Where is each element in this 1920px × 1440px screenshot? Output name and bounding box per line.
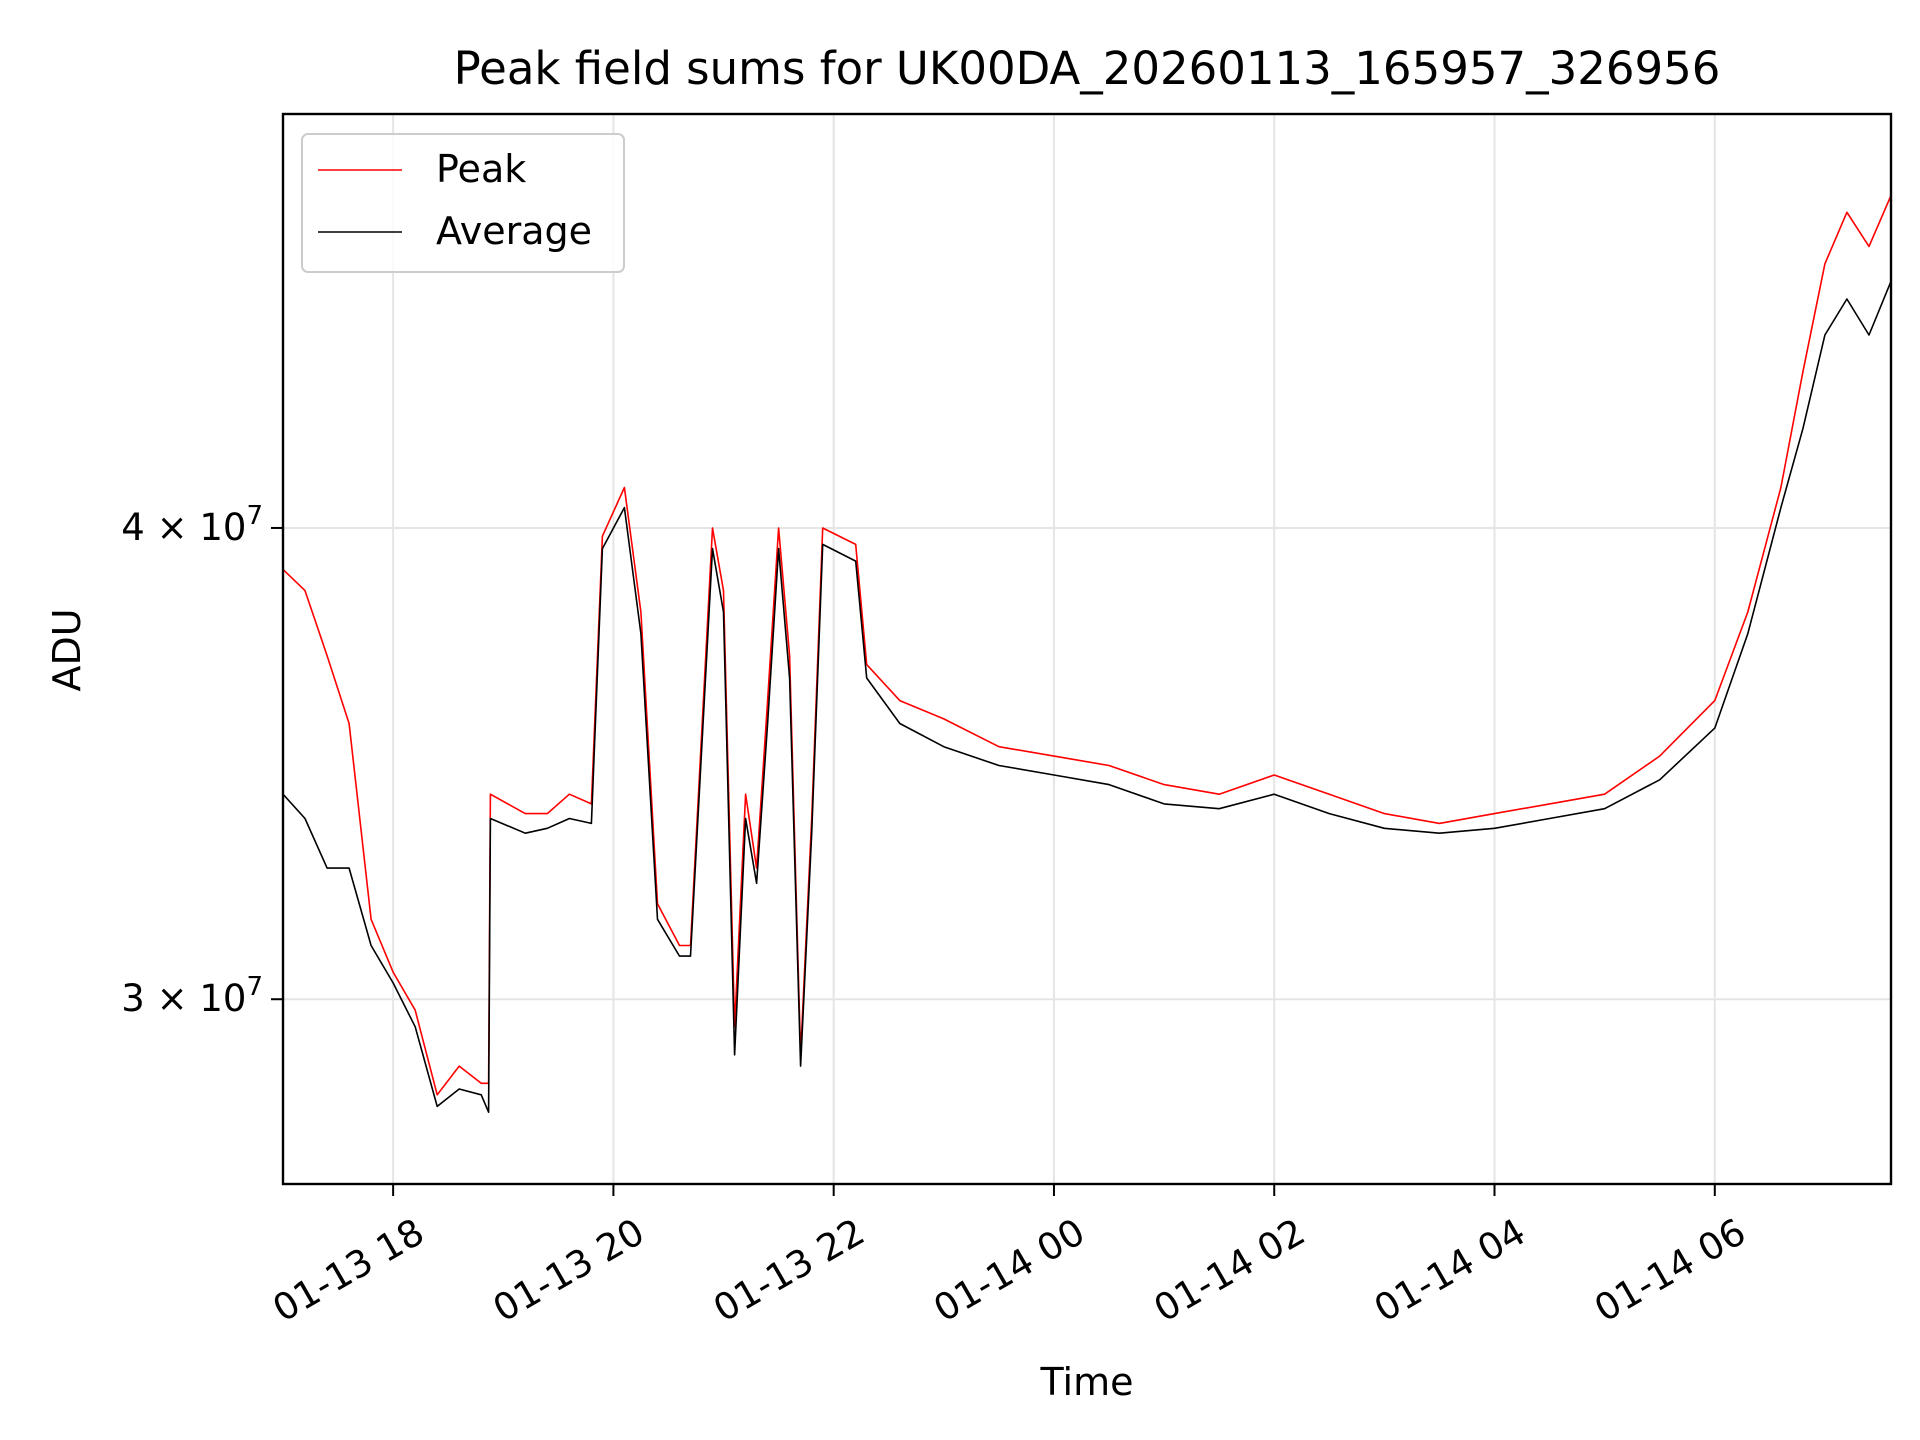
y-axis: 3 × 107 4 × 107 [121,501,283,1020]
x-axis-label: Time [1040,1360,1134,1404]
legend-peak-label: Peak [436,147,526,191]
y-axis-label: ADU [45,608,89,691]
y-tick-label: 4 × 107 [121,501,263,549]
chart-title: Peak field sums for UK00DA_20260113_1659… [454,42,1721,95]
plot-frame [281,112,1893,1186]
series-layer [283,195,1891,1113]
legend-box [301,133,625,273]
legend-average-label: Average [436,209,592,253]
y-tick-label: 3 × 107 [121,972,263,1020]
series-line-average [283,280,1891,1113]
grid-lines [283,114,1891,1184]
legend: Peak Average [301,133,625,273]
series-line-peak [283,195,1891,1096]
